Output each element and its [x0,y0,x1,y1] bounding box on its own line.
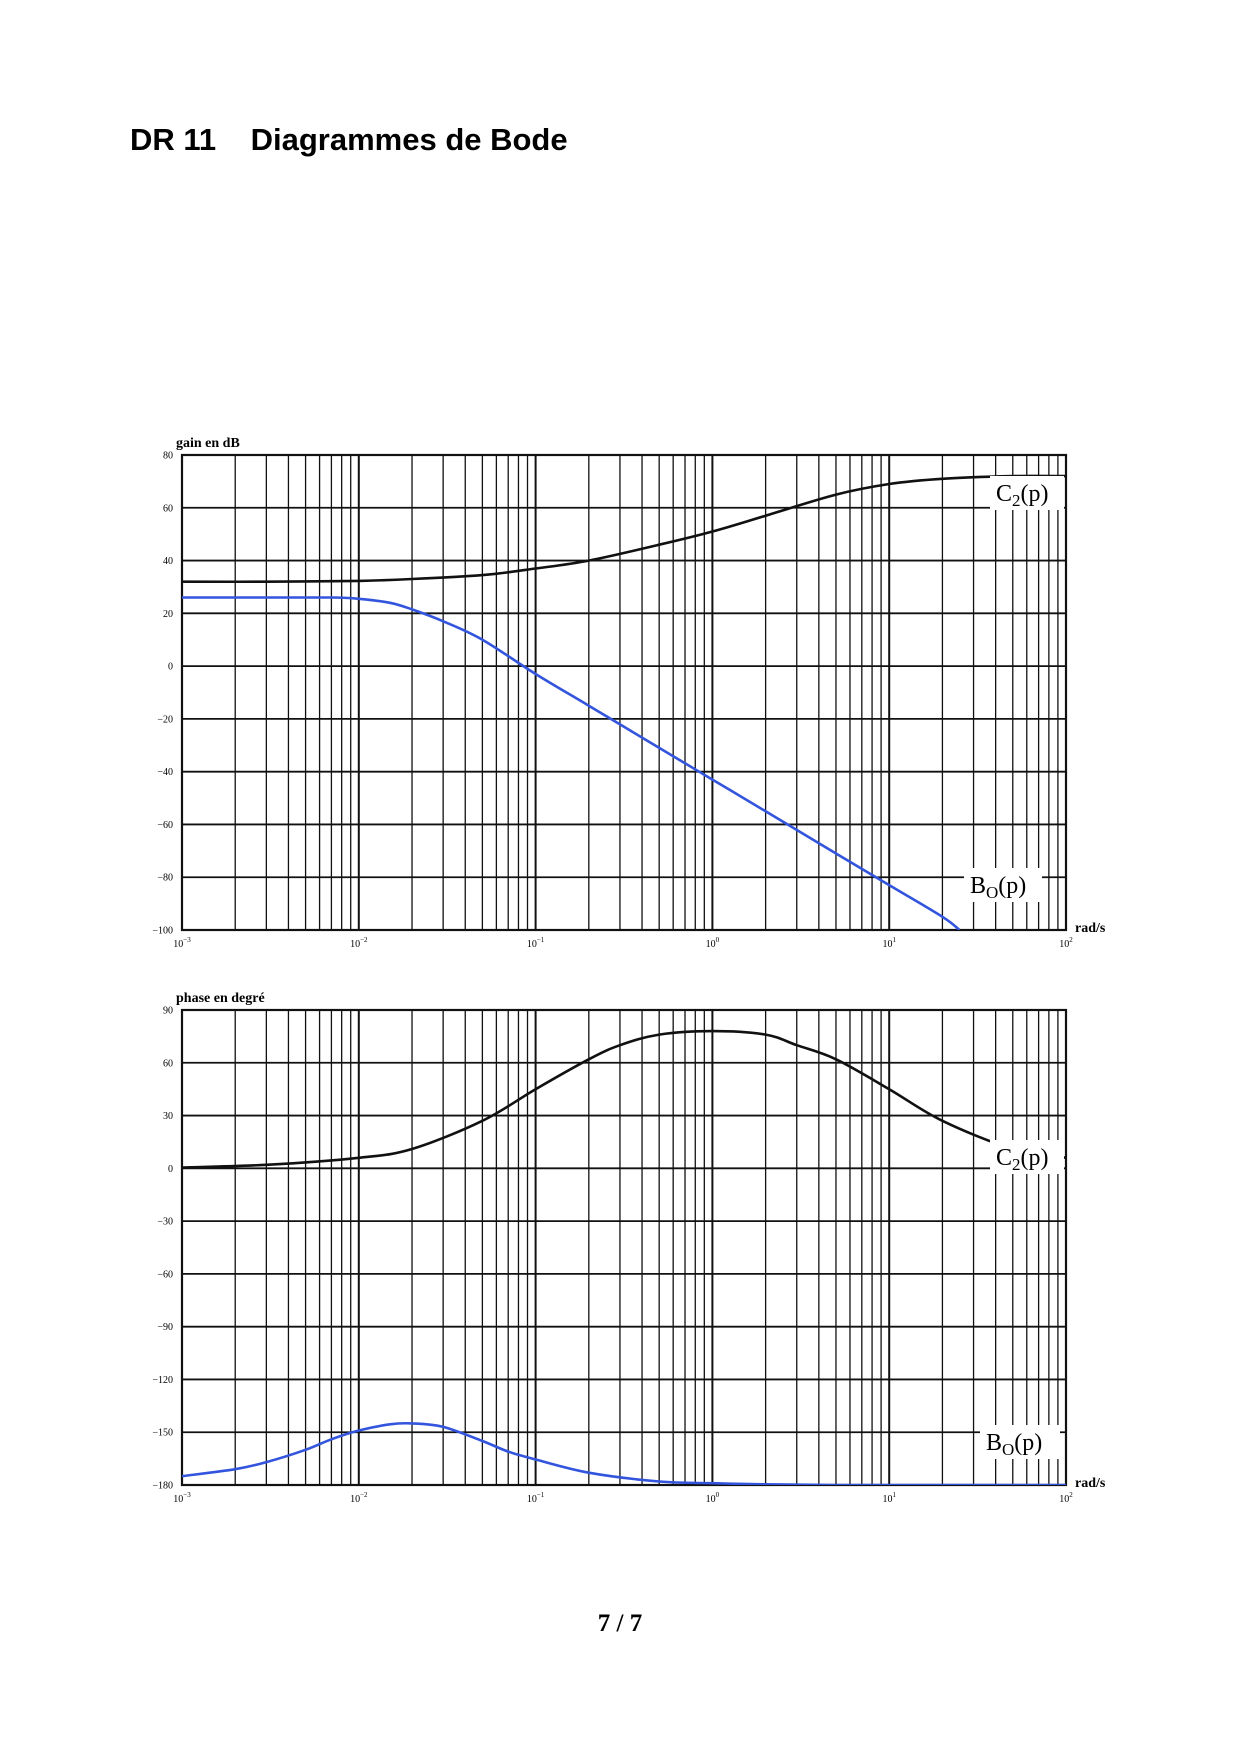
y-tick-label: −180 [152,1481,173,1492]
y-tick-label: −30 [157,1217,173,1228]
series-label-background [980,1425,1060,1459]
plot-frame [180,453,1068,932]
series-label-background [964,868,1042,902]
x-tick-label: 101 [882,1491,896,1505]
series-bo-label: BO(p) [986,1430,1042,1459]
gain-chart: 80 60 40 20 0 −20 −40 −60 −80 −100 gain en dB 10−3 1… [152,436,1106,950]
y-axis-label: gain en dB [176,436,240,451]
plot-area [182,455,1066,930]
page-number: 7 / 7 [597,1610,643,1637]
x-axis-unit-label: rad/s [1075,921,1106,936]
x-tick-label: 10−1 [527,1491,545,1505]
y-tick-label: −150 [152,1428,173,1439]
y-tick-label: −120 [152,1375,173,1386]
x-tick-label: 10−3 [173,936,191,950]
x-tick-label: 101 [882,936,896,950]
series-label-background [990,476,1064,510]
y-tick-label: −60 [157,820,173,831]
y-tick-label: 0 [168,1164,173,1175]
y-tick-label: 90 [163,1006,173,1017]
page-title: DR 11 Diagrammes de Bode [130,122,568,157]
x-tick-label: 10−2 [350,936,368,950]
y-tick-label: 0 [168,662,173,673]
x-tick-label: 10−2 [350,1491,368,1505]
y-tick-label: −60 [157,1269,173,1280]
y-tick-label: 80 [163,451,173,462]
y-tick-label: 60 [163,503,173,514]
y-tick-label: 30 [163,1111,173,1122]
phase-chart: 90 60 30 0 −30 −60 −90 −120 −150 −180 phase en deg… [152,991,1106,1505]
series-bo-label: BO(p) [970,873,1026,902]
y-tick-label: −100 [152,926,173,937]
plot-frame [180,1008,1068,1487]
x-tick-label: 100 [706,1491,720,1505]
y-tick-label: −80 [157,873,173,884]
x-tick-label: 10−1 [527,936,545,950]
x-tick-label: 102 [1059,1491,1073,1505]
series-bo-line [182,1421,1066,1485]
y-tick-label: −40 [157,767,173,778]
series-c2-line [182,474,1066,584]
series-c2-line [182,1029,1066,1169]
y-tick-label: 60 [163,1058,173,1069]
plot-area [182,1010,1066,1485]
y-tick-label: 20 [163,609,173,620]
x-tick-label: 102 [1059,936,1073,950]
x-tick-label: 10−3 [173,1491,191,1505]
y-axis-label: phase en degré [176,991,265,1006]
y-tick-label: −20 [157,714,173,725]
series-c2-label: C2(p) [996,481,1049,510]
series-bo-line [182,596,961,930]
x-tick-label: 100 [706,936,720,950]
series-label-background [990,1140,1064,1174]
x-axis-unit-label: rad/s [1075,1476,1106,1491]
y-tick-label: 40 [163,556,173,567]
series-c2-label: C2(p) [996,1145,1049,1174]
y-tick-label: −90 [157,1322,173,1333]
